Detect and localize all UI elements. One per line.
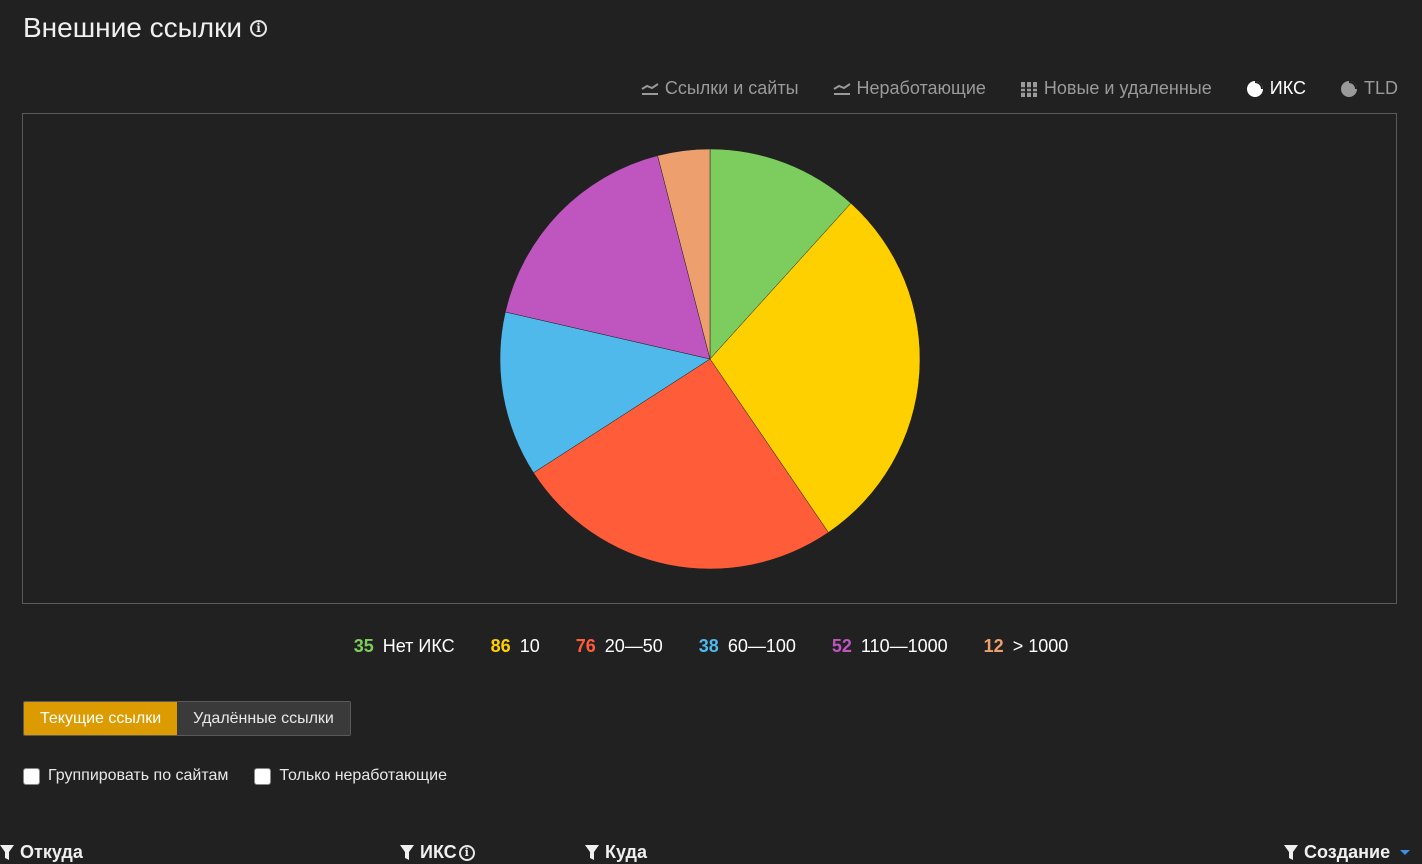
legend-item-110-1000[interactable]: 52 110—1000 — [832, 636, 948, 657]
tab-label: Новые и удаленные — [1043, 78, 1212, 98]
pie-slice-5[interactable] — [657, 148, 711, 360]
sort-desc-icon[interactable] — [1400, 850, 1411, 855]
legend-label: Нет ИКС — [382, 636, 455, 656]
filter-icon[interactable] — [0, 844, 14, 861]
column-label: Создание — [1304, 842, 1391, 862]
legend-item-no-iks[interactable]: 35 Нет ИКС — [354, 636, 455, 657]
line-chart-icon — [641, 82, 659, 95]
deleted-links-button[interactable]: Удалённые ссылки — [177, 702, 350, 735]
legend-count: 38 — [698, 636, 719, 656]
tab-label: TLD — [1363, 78, 1398, 98]
pie-slice-4[interactable] — [505, 155, 711, 360]
legend-label: > 1000 — [1012, 636, 1069, 656]
chart-type-tabs: Ссылки и сайты Неработающие Новые и удал… — [641, 78, 1398, 99]
legend-item-20-50[interactable]: 76 20—50 — [576, 636, 663, 657]
column-iks[interactable]: ИКС i — [400, 842, 475, 863]
tab-label: ИКС — [1269, 78, 1306, 98]
tab-label: Ссылки и сайты — [664, 78, 799, 98]
broken-only-checkbox[interactable]: Только неработающие — [254, 767, 447, 785]
table-header: Откуда ИКС i Куда Создание — [0, 842, 1422, 864]
checkbox-box[interactable] — [23, 767, 40, 785]
pie-slice-1[interactable] — [709, 202, 921, 533]
column-label: Откуда — [20, 842, 83, 862]
legend-item-10[interactable]: 86 10 — [491, 636, 540, 657]
line-chart-icon — [833, 82, 851, 95]
filter-icon[interactable] — [1284, 844, 1298, 861]
filter-checkboxes: Группировать по сайтам Только неработающ… — [23, 767, 447, 785]
legend-count: 86 — [490, 636, 511, 656]
filter-icon[interactable] — [585, 844, 599, 861]
info-icon[interactable]: i — [458, 844, 475, 861]
chart-legend: 35 Нет ИКС 86 10 76 20—50 38 60—100 52 1… — [0, 636, 1422, 657]
legend-count: 12 — [983, 636, 1004, 656]
pie-chart-icon — [1246, 80, 1263, 97]
group-by-sites-checkbox[interactable]: Группировать по сайтам — [23, 767, 228, 785]
legend-item-over-1000[interactable]: 12 > 1000 — [984, 636, 1069, 657]
tab-label: Неработающие — [856, 78, 986, 98]
legend-count: 35 — [353, 636, 374, 656]
tab-tld[interactable]: TLD — [1340, 78, 1398, 99]
link-type-toggle: Текущие ссылки Удалённые ссылки — [23, 701, 351, 736]
column-to[interactable]: Куда — [585, 842, 647, 863]
pie-chart-icon — [1340, 80, 1357, 97]
tab-broken[interactable]: Неработающие — [833, 78, 986, 99]
tab-iks[interactable]: ИКС — [1246, 78, 1306, 99]
filter-icon[interactable] — [400, 844, 414, 861]
legend-count: 52 — [831, 636, 852, 656]
tab-links-and-sites[interactable]: Ссылки и сайты — [641, 78, 799, 99]
current-links-button[interactable]: Текущие ссылки — [24, 702, 178, 735]
column-from[interactable]: Откуда — [0, 842, 83, 863]
page-title-text: Внешние ссылки — [23, 12, 242, 43]
legend-count: 76 — [575, 636, 596, 656]
legend-label: 20—50 — [604, 636, 663, 656]
page-title: Внешние ссылки i — [23, 12, 267, 44]
bar-chart-icon — [1019, 81, 1038, 97]
column-label: ИКС — [420, 842, 457, 862]
checkbox-box[interactable] — [254, 767, 272, 785]
pie-chart — [499, 148, 921, 570]
legend-item-60-100[interactable]: 38 60—100 — [699, 636, 796, 657]
column-label: Куда — [605, 842, 647, 862]
checkbox-label: Группировать по сайтам — [48, 767, 229, 784]
pie-slice-2[interactable] — [533, 358, 829, 570]
info-icon[interactable]: i — [249, 19, 267, 37]
pie-slice-0[interactable] — [709, 148, 852, 360]
legend-label: 110—1000 — [860, 636, 948, 656]
tab-new-and-deleted[interactable]: Новые и удаленные — [1019, 78, 1212, 99]
pie-slice-3[interactable] — [499, 311, 711, 474]
checkbox-label: Только неработающие — [279, 767, 447, 784]
legend-label: 60—100 — [727, 636, 796, 656]
legend-label: 10 — [519, 636, 540, 656]
chart-area — [22, 113, 1397, 604]
column-created[interactable]: Создание — [1284, 842, 1411, 863]
